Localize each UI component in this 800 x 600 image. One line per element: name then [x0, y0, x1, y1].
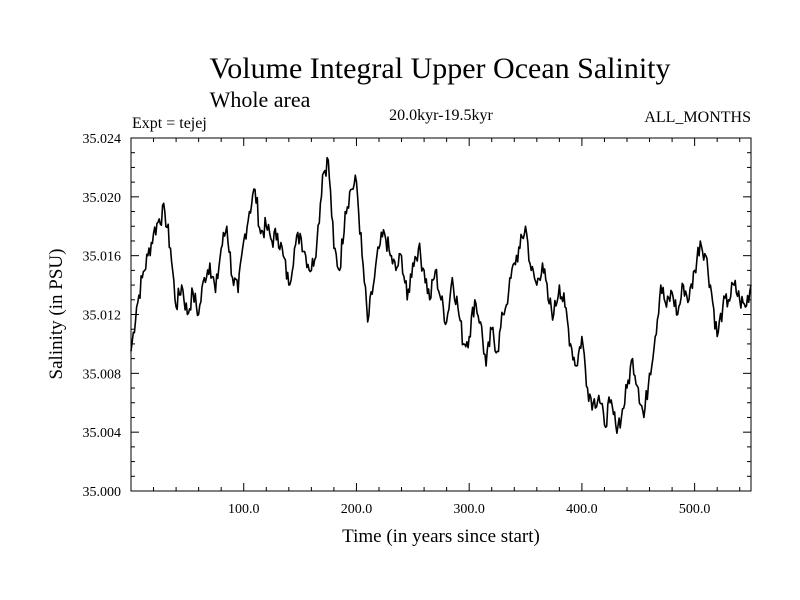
- x-tick-label: 200.0: [341, 502, 373, 517]
- y-tick-label: 35.012: [83, 309, 122, 324]
- x-axis-label: Time (in years since start): [342, 526, 540, 547]
- period-label: 20.0kyr-19.5kyr: [389, 107, 493, 124]
- y-tick-label: 35.004: [83, 426, 122, 441]
- x-tick-label: 300.0: [453, 502, 485, 517]
- x-axis: 100.0 200.0 300.0 400.0 500.0: [153, 138, 741, 517]
- experiment-label: Expt = tejej: [132, 115, 207, 132]
- y-tick-label: 35.016: [83, 250, 122, 265]
- x-tick-label: 400.0: [566, 502, 598, 517]
- y-axis: 35.000 35.004 35.008 35.012 35.016 35.020 35.0…: [83, 132, 751, 500]
- salinity-series-line: [130, 156, 752, 434]
- chart-title: Volume Integral Upper Ocean Salinity: [210, 52, 671, 85]
- x-tick-label: 100.0: [228, 502, 260, 517]
- chart-subtitle: Whole area: [210, 87, 311, 112]
- y-tick-label: 35.000: [83, 485, 122, 500]
- y-tick-label: 35.020: [83, 191, 122, 206]
- months-label: ALL_MONTHS: [644, 109, 751, 126]
- y-tick-label: 35.008: [83, 367, 122, 382]
- y-tick-label: 35.024: [83, 132, 122, 147]
- x-tick-label: 500.0: [679, 502, 711, 517]
- y-axis-label: Salinity (in PSU): [46, 249, 67, 380]
